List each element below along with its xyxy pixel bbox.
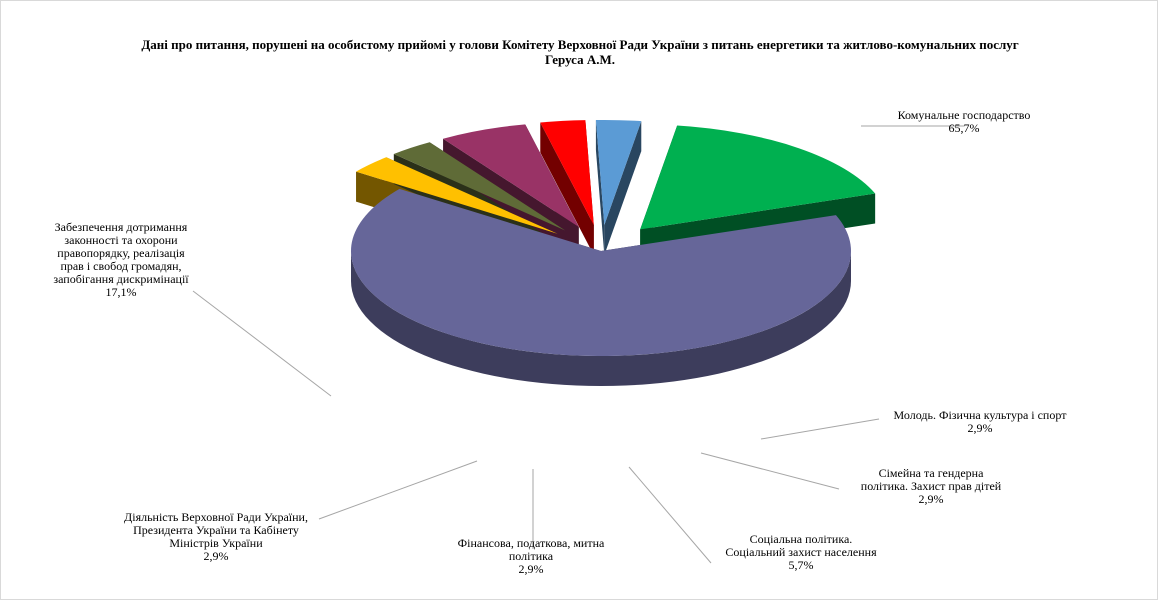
data-label-category: Міністрів України xyxy=(169,536,263,550)
data-label-category: прав і свобод громадян, xyxy=(60,259,181,273)
slice-6 xyxy=(640,125,876,230)
data-label-value: 2,9% xyxy=(919,492,944,506)
data-label-category: Молодь. Фізична культура і спорт xyxy=(894,408,1068,422)
slice-cut-face xyxy=(604,121,642,255)
data-label-value: 2,9% xyxy=(204,549,229,563)
data-label-category: Забезпечення дотримання xyxy=(55,220,188,234)
data-label-value: 17,1% xyxy=(106,285,137,299)
data-label-value: 2,9% xyxy=(519,562,544,576)
slice-0 xyxy=(351,188,851,356)
data-label-category: Сімейна та гендерна xyxy=(879,466,985,480)
pie-slices xyxy=(351,119,876,386)
slice-4 xyxy=(540,120,594,226)
data-label-value: 65,7% xyxy=(949,121,980,135)
data-label-category: запобігання дискримінації xyxy=(53,272,189,286)
leader-line xyxy=(192,290,332,397)
slice-cut-face xyxy=(595,120,605,255)
data-label-category: Комунальне господарство xyxy=(898,108,1031,122)
leader-line xyxy=(628,466,712,564)
slice-outer-wall xyxy=(351,251,851,386)
data-label-3: Соціальна політика.Соціальний захист нас… xyxy=(725,532,877,572)
data-label-category: правопорядку, реалізація xyxy=(57,246,185,260)
slice-5 xyxy=(595,119,642,225)
data-label-category: Президента України та Кабінету xyxy=(133,523,299,537)
leader-line xyxy=(318,460,478,520)
chart-title-line-2: Геруса А.М. xyxy=(545,52,615,67)
slice-2 xyxy=(393,142,566,231)
data-label-category: Соціальна політика. xyxy=(750,532,853,546)
data-label-category: політика xyxy=(509,549,554,563)
slice-3 xyxy=(443,124,579,227)
leader-line xyxy=(760,418,880,440)
slice-cut-face xyxy=(540,122,594,256)
data-label-value: 2,9% xyxy=(968,421,993,435)
chart-title-line-1: Дані про питання, порушені на особистому… xyxy=(141,37,1018,52)
data-label-5: Діяльність Верховної Ради України,Презид… xyxy=(124,510,308,563)
data-label-category: політика. Захист прав дітей xyxy=(861,479,1002,493)
leader-lines xyxy=(192,125,964,564)
data-label-category: Діяльність Верховної Ради України, xyxy=(124,510,308,524)
slice-side-5 xyxy=(595,120,642,255)
data-label-category: законності та охорони xyxy=(64,233,178,247)
chart-title: Дані про питання, порушені на особистому… xyxy=(141,37,1018,67)
data-label-value: 5,7% xyxy=(789,558,814,572)
data-label-category: Фінансова, податкова, митна xyxy=(458,536,605,550)
slice-1 xyxy=(356,157,558,234)
leader-line xyxy=(700,452,840,490)
data-label-category: Соціальний захист населення xyxy=(725,545,877,559)
